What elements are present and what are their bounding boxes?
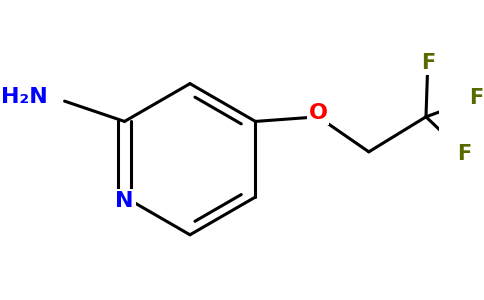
Text: F: F <box>421 53 435 74</box>
Text: F: F <box>469 88 484 108</box>
Text: O: O <box>309 103 328 123</box>
Text: F: F <box>457 144 472 164</box>
Text: N: N <box>115 191 134 211</box>
Text: H₂N: H₂N <box>1 88 48 107</box>
